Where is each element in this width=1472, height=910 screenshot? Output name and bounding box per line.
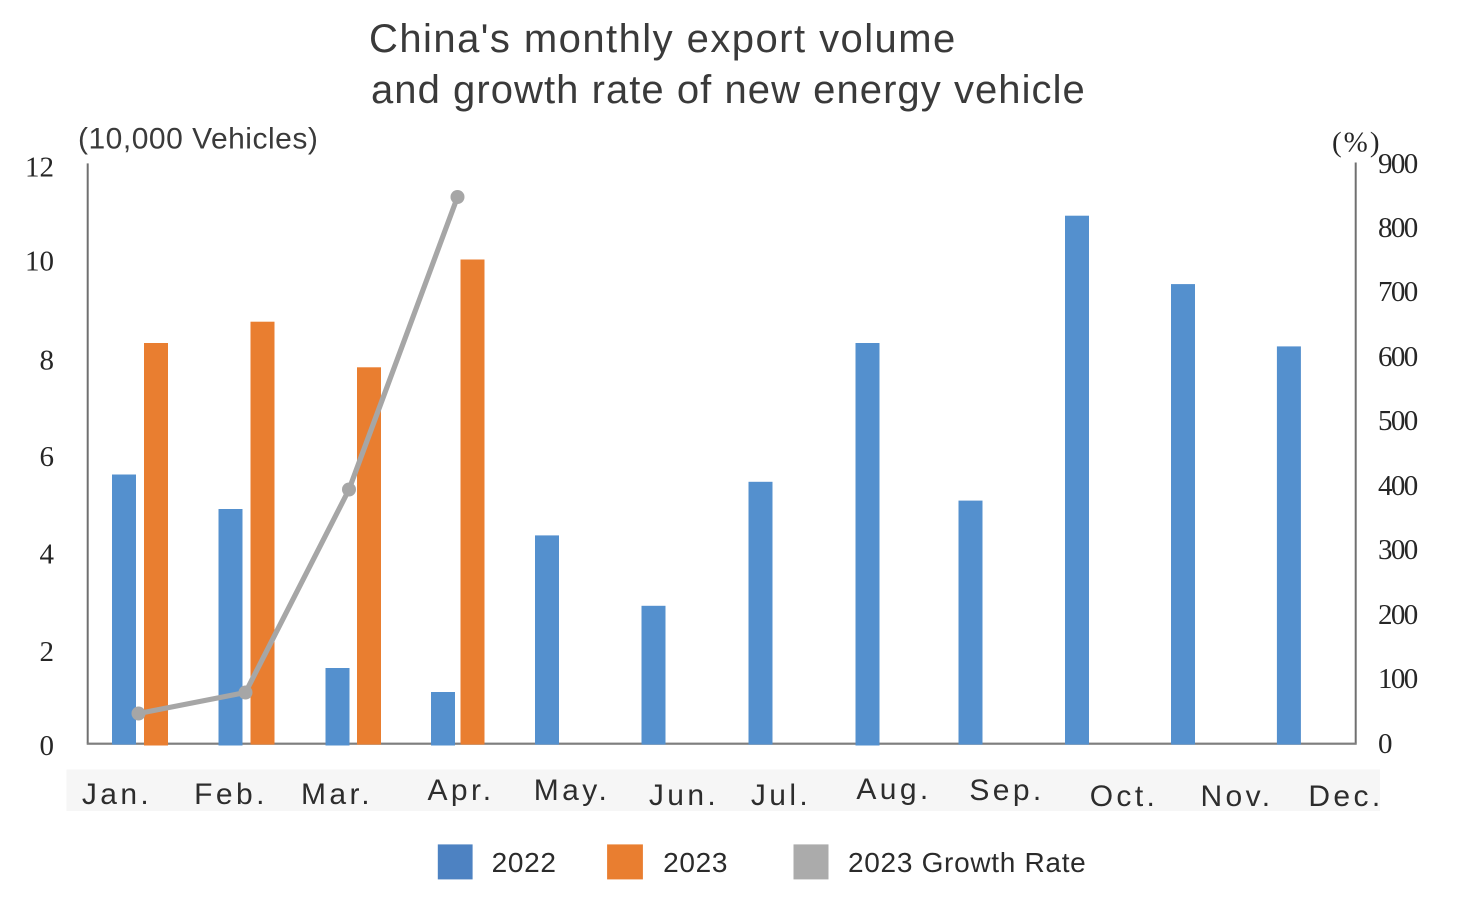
svg-text:2023: 2023 — [663, 847, 728, 878]
svg-text:Jan.: Jan. — [82, 778, 152, 811]
svg-text:12: 12 — [25, 152, 54, 184]
svg-text:100: 100 — [1378, 663, 1418, 695]
svg-text:300: 300 — [1378, 534, 1418, 566]
svg-text:10: 10 — [25, 246, 54, 278]
svg-text:Apr.: Apr. — [428, 774, 495, 807]
svg-text:500: 500 — [1378, 405, 1418, 437]
svg-text:400: 400 — [1378, 470, 1418, 502]
svg-text:0: 0 — [40, 730, 55, 762]
svg-text:Feb.: Feb. — [194, 778, 268, 811]
svg-text:4: 4 — [40, 539, 55, 571]
svg-text:Aug.: Aug. — [856, 773, 931, 806]
svg-text:2022: 2022 — [492, 847, 557, 878]
svg-text:Dec.: Dec. — [1308, 780, 1383, 813]
svg-text:800: 800 — [1378, 212, 1418, 244]
svg-text:900: 900 — [1378, 148, 1418, 180]
svg-text:0: 0 — [1378, 728, 1392, 760]
svg-text:8: 8 — [40, 345, 55, 377]
svg-text:(%): (%) — [1332, 127, 1381, 159]
svg-text:China's monthly export volume: China's monthly export volume — [369, 17, 957, 61]
svg-text:6: 6 — [40, 441, 55, 473]
svg-text:200: 200 — [1378, 599, 1418, 631]
svg-text:Nov.: Nov. — [1200, 780, 1273, 813]
svg-text:(10,000 Vehicles): (10,000 Vehicles) — [78, 123, 318, 156]
svg-text:Oct.: Oct. — [1090, 780, 1159, 813]
svg-text:700: 700 — [1378, 276, 1418, 308]
svg-text:Jul.: Jul. — [751, 779, 811, 812]
svg-text:600: 600 — [1378, 341, 1418, 373]
svg-text:2023 Growth Rate: 2023 Growth Rate — [848, 847, 1086, 878]
svg-text:Jun.: Jun. — [649, 779, 719, 812]
svg-text:Mar.: Mar. — [301, 778, 373, 811]
svg-text:and growth rate of new energy: and growth rate of new energy vehicle — [371, 68, 1086, 112]
svg-text:Sep.: Sep. — [969, 774, 1044, 807]
svg-text:May.: May. — [534, 774, 610, 807]
svg-text:2: 2 — [40, 636, 55, 668]
